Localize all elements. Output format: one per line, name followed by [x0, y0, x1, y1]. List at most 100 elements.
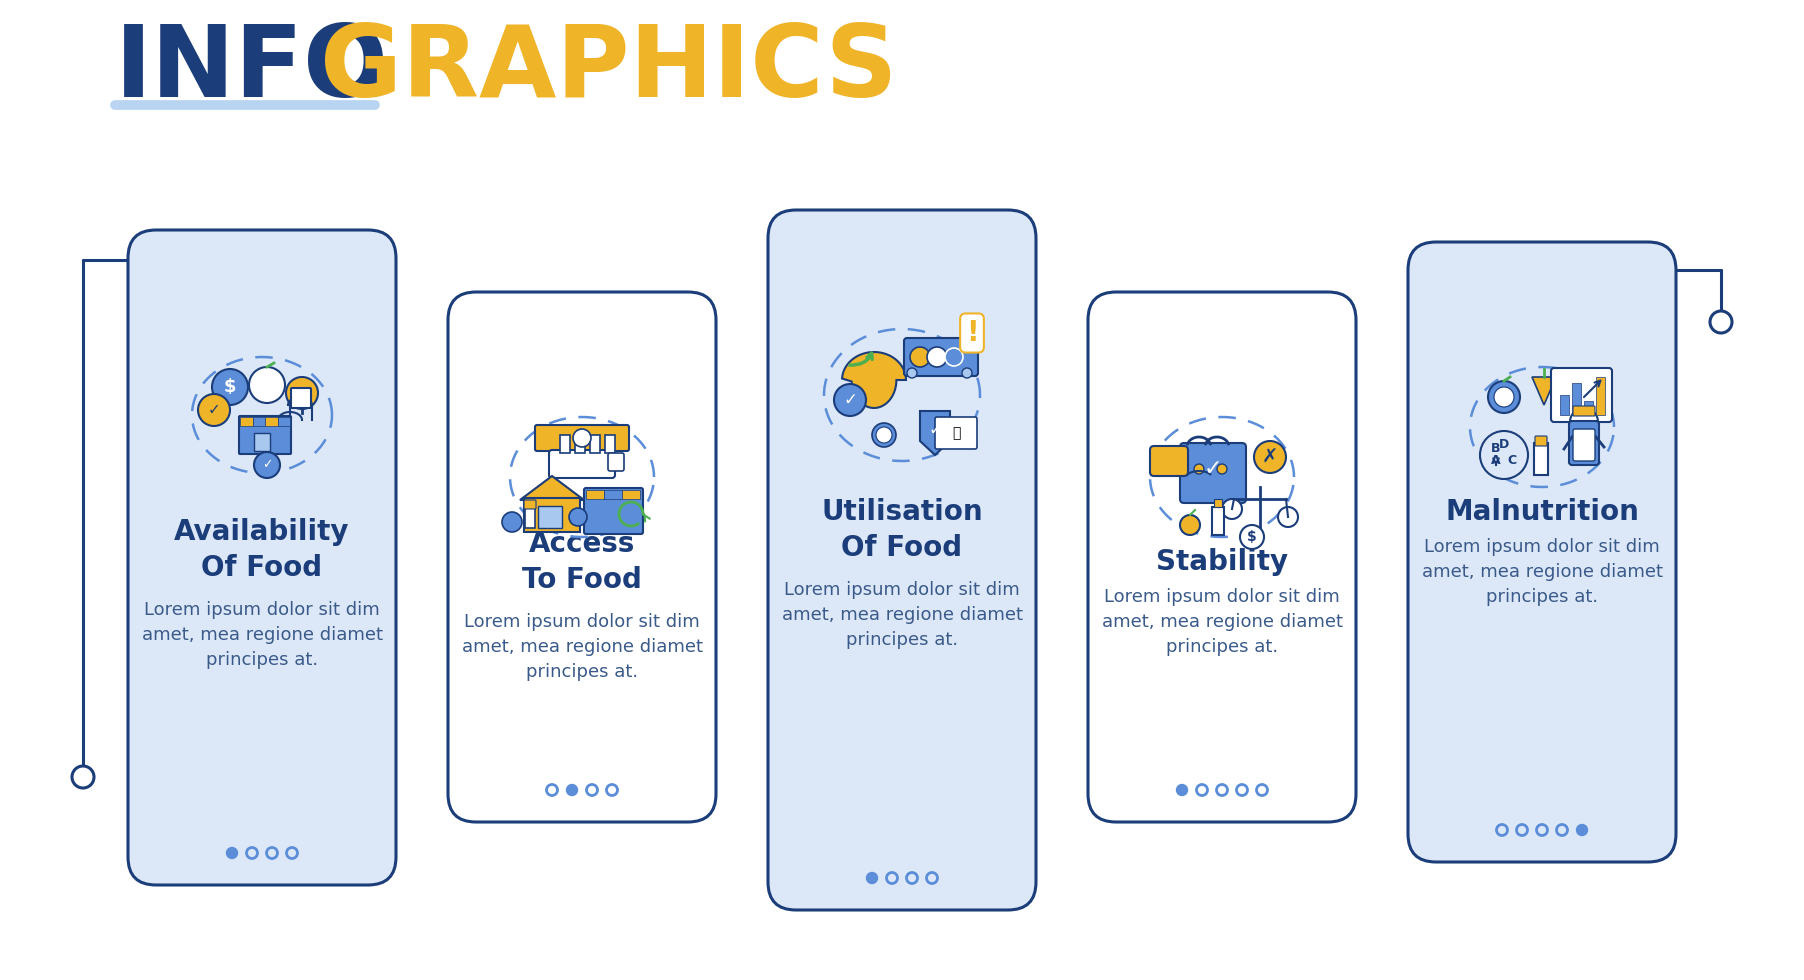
Bar: [1533, 443, 1548, 475]
Bar: [1597, 377, 1606, 415]
Circle shape: [962, 368, 972, 378]
FancyBboxPatch shape: [1573, 429, 1595, 461]
Circle shape: [568, 508, 586, 526]
Circle shape: [1254, 441, 1286, 473]
FancyBboxPatch shape: [1573, 406, 1595, 416]
Polygon shape: [842, 352, 906, 408]
Text: B: B: [1492, 443, 1501, 456]
FancyBboxPatch shape: [1149, 446, 1189, 476]
Circle shape: [1710, 311, 1732, 333]
Bar: [559, 435, 570, 453]
Bar: [586, 490, 604, 499]
Circle shape: [1569, 408, 1598, 436]
Bar: [538, 506, 563, 528]
Text: ✓: ✓: [927, 421, 942, 439]
Bar: [604, 490, 622, 499]
FancyBboxPatch shape: [1088, 292, 1357, 822]
FancyBboxPatch shape: [1535, 436, 1548, 446]
FancyBboxPatch shape: [290, 388, 310, 408]
Text: Stability: Stability: [1156, 548, 1288, 576]
Text: ✓: ✓: [207, 403, 220, 417]
FancyBboxPatch shape: [536, 425, 630, 451]
Text: Utilisation
Of Food: Utilisation Of Food: [821, 498, 983, 562]
Text: ✓: ✓: [842, 391, 857, 409]
Text: Lorem ipsum dolor sit dim
amet, mea regione diamet
principes at.: Lorem ipsum dolor sit dim amet, mea regi…: [1102, 588, 1342, 656]
Polygon shape: [520, 476, 584, 500]
Text: Malnutrition: Malnutrition: [1445, 498, 1640, 526]
Bar: [590, 435, 601, 453]
Circle shape: [198, 394, 229, 426]
Bar: [253, 417, 265, 426]
Circle shape: [1479, 431, 1528, 479]
Circle shape: [502, 512, 521, 532]
Circle shape: [1180, 515, 1200, 535]
FancyBboxPatch shape: [1569, 421, 1598, 465]
Text: ✗: ✗: [1261, 448, 1279, 466]
Circle shape: [249, 367, 285, 403]
Text: 📋: 📋: [953, 426, 960, 440]
Circle shape: [287, 377, 318, 409]
Bar: [265, 417, 278, 426]
FancyBboxPatch shape: [584, 488, 642, 534]
Circle shape: [833, 384, 866, 416]
Polygon shape: [920, 411, 951, 455]
Bar: [278, 417, 290, 426]
Circle shape: [945, 348, 963, 366]
Text: ✓: ✓: [1203, 459, 1223, 479]
Text: INFO: INFO: [115, 22, 390, 119]
Circle shape: [254, 452, 280, 478]
Text: !: !: [965, 319, 978, 347]
Bar: [240, 417, 253, 426]
FancyBboxPatch shape: [128, 230, 397, 885]
Text: C: C: [1508, 455, 1517, 467]
FancyBboxPatch shape: [904, 338, 978, 376]
Circle shape: [927, 347, 947, 367]
Text: $: $: [1247, 530, 1257, 544]
Bar: [525, 506, 536, 528]
Text: Availability
Of Food: Availability Of Food: [175, 518, 350, 582]
FancyBboxPatch shape: [523, 500, 536, 509]
Text: D: D: [1499, 438, 1510, 452]
Text: Lorem ipsum dolor sit dim
amet, mea regione diamet
principes at.: Lorem ipsum dolor sit dim amet, mea regi…: [1422, 538, 1663, 606]
Polygon shape: [1532, 377, 1557, 405]
Bar: [575, 435, 584, 453]
Text: A: A: [1492, 455, 1501, 467]
Circle shape: [213, 369, 247, 405]
Bar: [1212, 507, 1223, 535]
Text: Lorem ipsum dolor sit dim
amet, mea regione diamet
principes at.: Lorem ipsum dolor sit dim amet, mea regi…: [141, 601, 382, 669]
Circle shape: [1221, 499, 1241, 519]
Circle shape: [871, 423, 897, 447]
Circle shape: [1194, 464, 1203, 474]
Circle shape: [227, 848, 238, 858]
Circle shape: [72, 766, 94, 788]
Bar: [1571, 383, 1580, 415]
Circle shape: [1577, 824, 1588, 836]
Bar: [604, 435, 615, 453]
Text: Lorem ipsum dolor sit dim
amet, mea regione diamet
principes at.: Lorem ipsum dolor sit dim amet, mea regi…: [781, 581, 1023, 649]
FancyBboxPatch shape: [769, 210, 1035, 910]
Circle shape: [1488, 381, 1521, 413]
Circle shape: [574, 429, 592, 447]
Circle shape: [877, 427, 891, 443]
FancyBboxPatch shape: [1407, 242, 1676, 862]
FancyBboxPatch shape: [238, 416, 290, 454]
Text: Lorem ipsum dolor sit dim
amet, mea regione diamet
principes at.: Lorem ipsum dolor sit dim amet, mea regi…: [462, 613, 702, 681]
Bar: [1214, 499, 1221, 507]
FancyBboxPatch shape: [608, 453, 624, 471]
FancyBboxPatch shape: [1180, 443, 1247, 503]
Circle shape: [1239, 525, 1265, 549]
Bar: [254, 433, 271, 451]
Text: Access
To Food: Access To Food: [521, 530, 642, 594]
Text: $: $: [224, 378, 236, 396]
Circle shape: [1176, 785, 1187, 796]
Circle shape: [566, 785, 577, 796]
Bar: [1584, 401, 1593, 415]
Circle shape: [1494, 387, 1514, 407]
Circle shape: [1218, 464, 1227, 474]
FancyBboxPatch shape: [1551, 368, 1613, 422]
Bar: [523, 498, 581, 532]
FancyBboxPatch shape: [934, 417, 978, 449]
Text: ✓: ✓: [262, 459, 272, 471]
Circle shape: [909, 347, 931, 367]
Circle shape: [1277, 507, 1299, 527]
